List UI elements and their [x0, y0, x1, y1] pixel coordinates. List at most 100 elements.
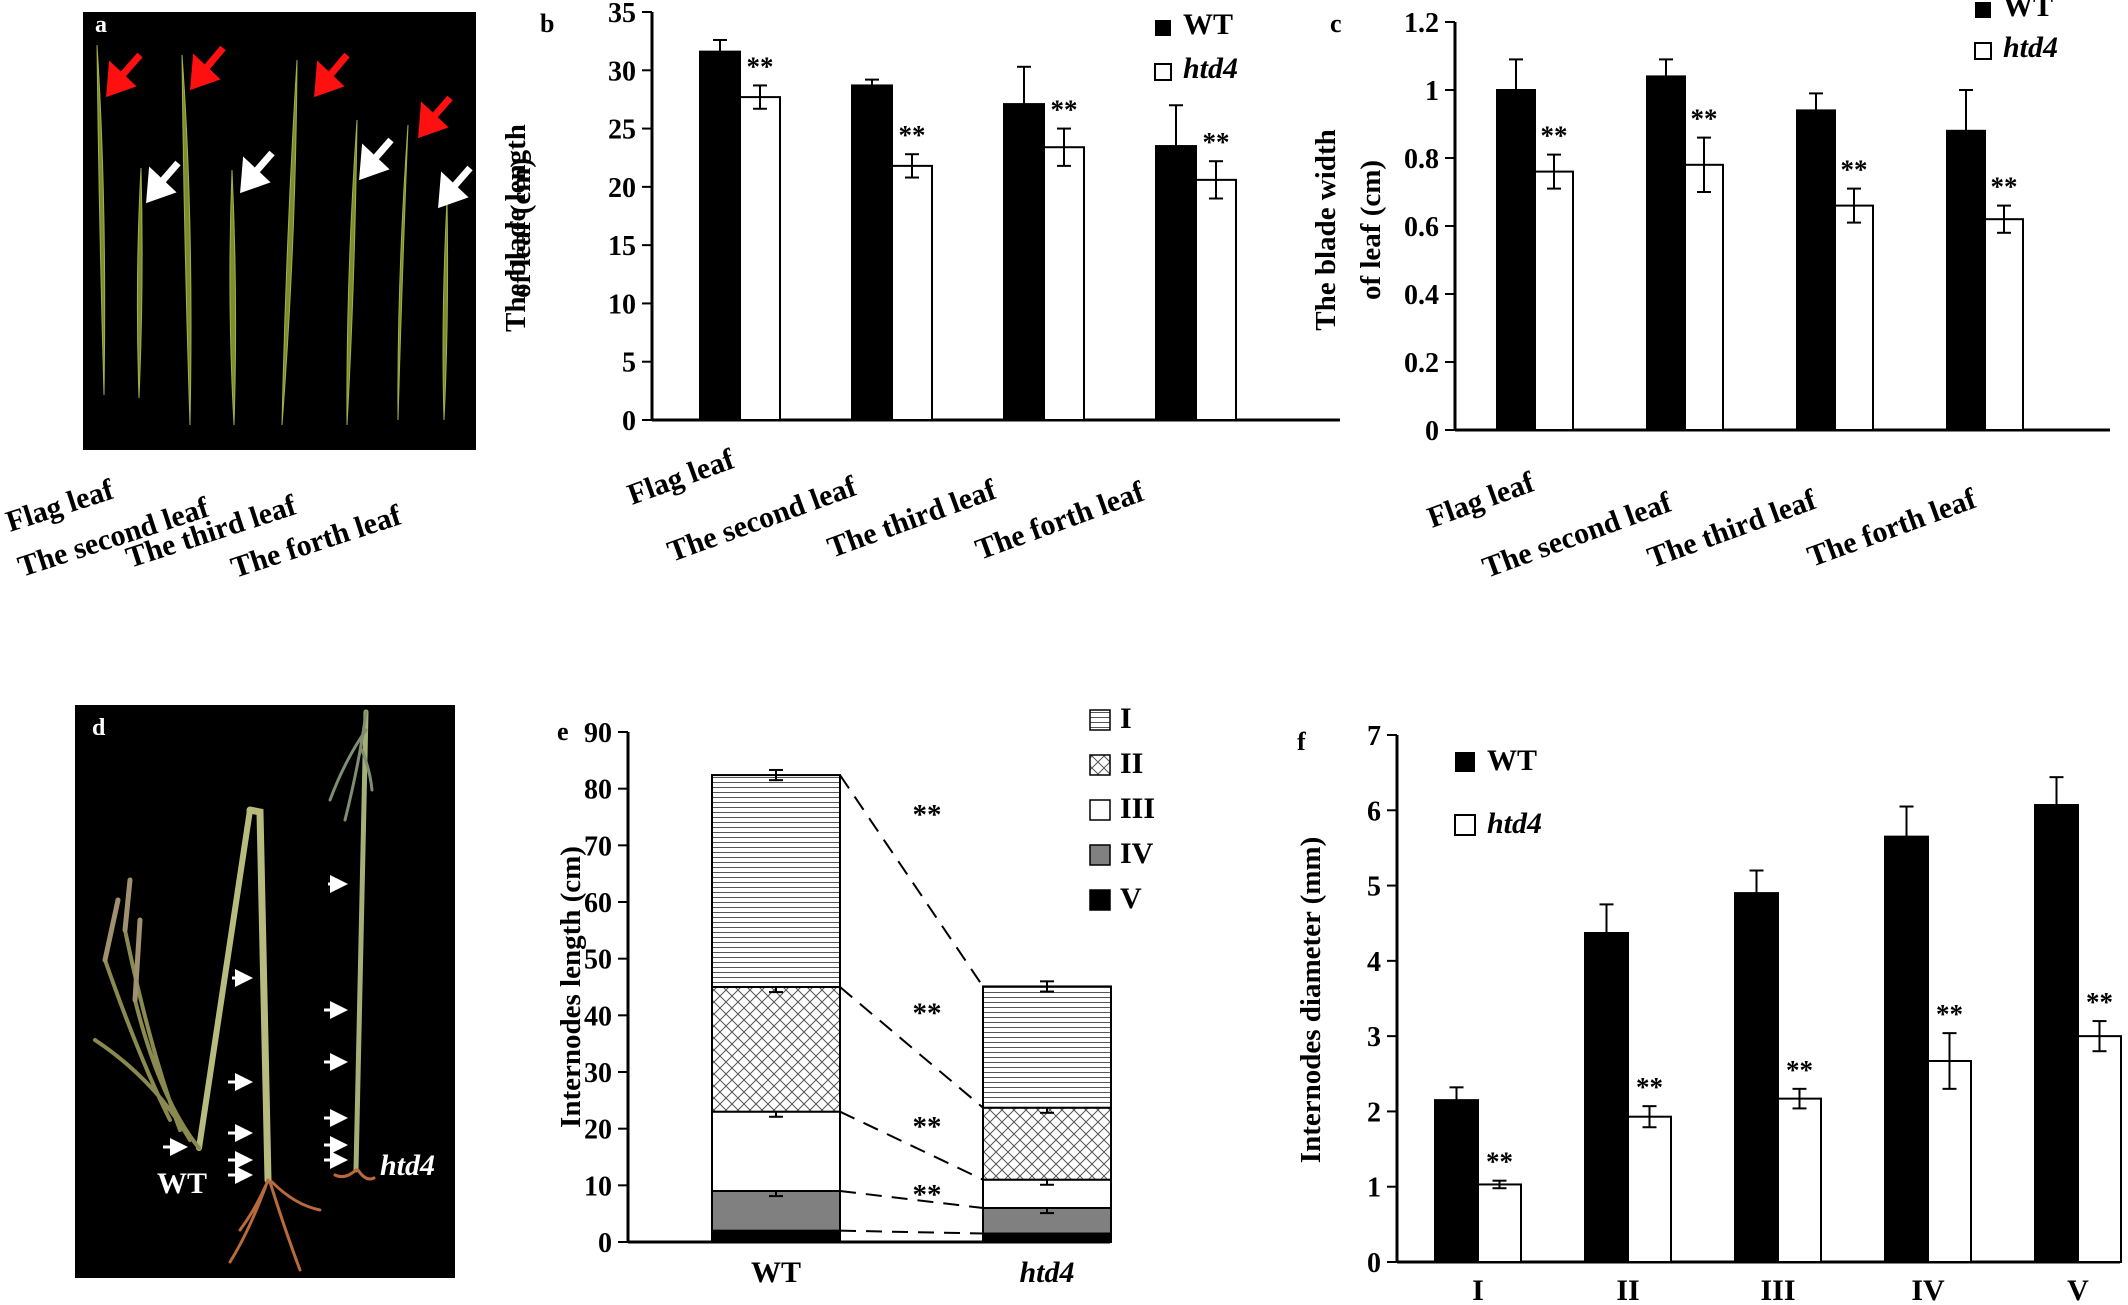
legend-swatch-wt [1455, 752, 1475, 772]
y-tick-label: 3 [1367, 1022, 1381, 1053]
y-axis-label: Internodes diameter (mm) [1295, 837, 1327, 1163]
wt-plant [93, 806, 322, 1272]
x-tick-label: Flag leaf [1423, 465, 1539, 534]
significance-label: ** [1636, 1072, 1663, 1102]
bar-mutant [1477, 1183, 1522, 1263]
stacked-segment-i [711, 774, 841, 988]
bar-mutant [891, 164, 933, 421]
bar-wt [1155, 145, 1197, 422]
significance-label: ** [1203, 127, 1230, 157]
y-tick-label: 10 [608, 289, 636, 320]
legend-label-ii: II [1120, 747, 1143, 780]
bar-wt [1003, 103, 1045, 421]
y-tick-label: 1 [1367, 1173, 1381, 1204]
y-tick-label: 0.2 [1404, 348, 1439, 379]
legend-swatch-wt [1975, 2, 1991, 18]
bar-wt [1646, 75, 1686, 432]
bar-wt [1584, 932, 1629, 1263]
y-tick-label: 90 [584, 718, 612, 749]
significance-label: ** [1691, 104, 1718, 134]
significance-label: ** [1936, 999, 1963, 1029]
leaf-blades [96, 44, 449, 426]
bar-wt [699, 50, 741, 422]
y-tick-label: 50 [584, 945, 612, 976]
y-tick-label: 4 [1367, 947, 1381, 978]
stacked-segment-i [982, 985, 1112, 1109]
legend-swatch-ii [1089, 754, 1111, 776]
y-axis-label: of leaf (cm) [1355, 160, 1387, 300]
x-tick-label: The third leaf [1643, 483, 1821, 575]
bar-mutant [1684, 163, 1724, 432]
panel-letter: c [1330, 9, 1342, 38]
bar-wt [1946, 129, 1986, 432]
y-tick-label: 0 [598, 1228, 612, 1259]
x-tick-label: The forth leaf [971, 475, 1149, 567]
bar-mutant [1834, 204, 1874, 431]
leaf-labels: Flag leaf The second leaf The third leaf… [2, 473, 406, 585]
y-tick-label: 6 [1367, 796, 1381, 827]
y-tick-label: 2 [1367, 1097, 1381, 1128]
chart-panel-c: c 0 0.2 0.4 0.6 0.8 1 1.2 The blade width of leaf… [1310, 0, 2110, 585]
significance-label: ** [1486, 1147, 1513, 1177]
stack-connector [839, 986, 984, 1109]
legend-swatch-v [1089, 889, 1111, 911]
legend-swatch-mutant [1454, 814, 1476, 836]
y-axis-label: of leaf (cm) [505, 158, 537, 298]
stacked-segment-ii [982, 1106, 1112, 1181]
y-tick-label: 30 [584, 1058, 612, 1089]
y-tick-label: 0 [622, 406, 636, 437]
stack-connector [839, 1110, 984, 1181]
bar-wt [2034, 804, 2079, 1263]
y-tick-label: 5 [1367, 872, 1381, 903]
y-tick-label: 40 [584, 1001, 612, 1032]
bar-mutant [739, 96, 781, 422]
y-tick-label: 30 [608, 56, 636, 87]
y-tick-label: 0.6 [1404, 212, 1439, 243]
significance-label: ** [899, 120, 926, 150]
y-tick-label: 1 [1425, 76, 1439, 107]
significance-label: ** [747, 51, 774, 81]
legend-label-mutant: htd4 [2003, 31, 2058, 64]
significance-label: ** [1051, 95, 1078, 125]
significance-label: ** [913, 1179, 942, 1211]
legend-label-v: V [1120, 882, 1142, 915]
white-arrows [146, 137, 473, 209]
y-tick-label: 20 [584, 1115, 612, 1146]
panel-letter: d [92, 715, 106, 741]
legend-label-mutant: htd4 [1487, 807, 1542, 840]
legend-label-iii: III [1120, 792, 1155, 825]
y-axis-label: Internodes length (cm) [555, 846, 587, 1128]
legend-label-mutant: htd4 [1183, 52, 1238, 85]
chart-panel-e: e 0 10 20 30 40 50 60 70 80 90 Internodes length (c… [555, 702, 1155, 1289]
node-arrows [163, 875, 348, 1184]
y-tick-label: 0 [1425, 416, 1439, 447]
bar-mutant [1534, 170, 1574, 431]
legend-label-wt: WT [2003, 0, 2053, 23]
bar-wt [1884, 835, 1929, 1264]
legend-swatch-iv [1089, 844, 1111, 866]
significance-label: ** [2086, 987, 2113, 1017]
x-tick-label: V [2067, 1274, 2089, 1305]
x-tick-label: The forth leaf [1803, 482, 1981, 574]
significance-label: ** [913, 998, 942, 1030]
mutant-plant [328, 709, 376, 1181]
y-tick-label: 35 [608, 0, 636, 29]
significance-label: ** [1841, 155, 1868, 185]
y-tick-label: 0 [1367, 1248, 1381, 1279]
y-tick-label: 7 [1367, 721, 1381, 752]
panel-letter: b [540, 9, 554, 38]
bar-mutant [1927, 1059, 1972, 1264]
mutant-plant-label: htd4 [380, 1149, 435, 1182]
panel-d: d WT htd4 [75, 705, 455, 1278]
y-tick-label: 25 [608, 115, 636, 146]
stack-connector [839, 1229, 984, 1235]
y-tick-label: 0.4 [1404, 280, 1439, 311]
bar-wt [1434, 1099, 1479, 1264]
x-tick-label: Flag leaf [623, 442, 739, 511]
stacked-segment-iii [711, 1110, 841, 1192]
x-tick-label: II [1616, 1274, 1639, 1305]
bar-mutant [1043, 146, 1085, 421]
legend-label-wt: WT [1183, 8, 1233, 41]
